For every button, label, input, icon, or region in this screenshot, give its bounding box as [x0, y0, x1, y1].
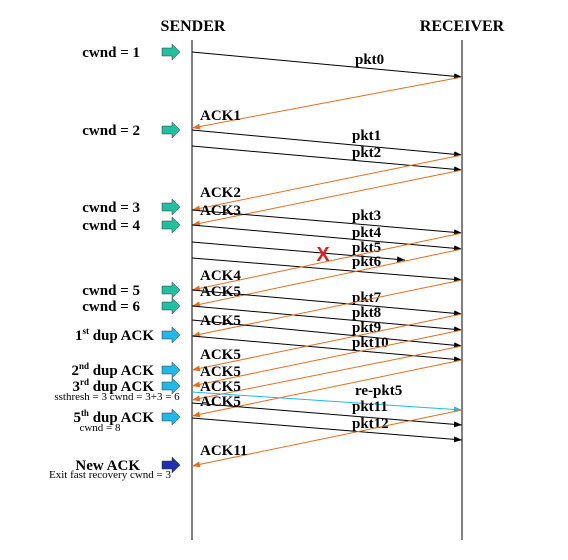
message-label: pkt2 [352, 145, 381, 161]
note: ssthresh = 3 cwnd = 3+3 = 6 [54, 391, 180, 403]
message-arrow [191, 248, 463, 308]
message-arrow [191, 257, 463, 283]
event-arrow-icon [161, 121, 181, 139]
message-arrow [191, 417, 463, 443]
message-label: pkt4 [352, 225, 382, 241]
sender-event-label: cwnd = 6 [82, 299, 140, 315]
message-label: ACK5 [200, 394, 241, 410]
message-label: ACK11 [200, 443, 248, 459]
message-arrow [191, 241, 406, 263]
ordinal: 1 [75, 328, 83, 344]
sender-event-label: 3rd dup ACK [72, 377, 154, 395]
ordinal: 5 [73, 410, 81, 426]
message-arrow [191, 409, 463, 468]
message-arrow [191, 345, 463, 402]
sender-event-label: cwnd = 4 [82, 218, 140, 234]
message-arrow [191, 232, 463, 292]
message-arrow [191, 335, 463, 363]
message-label: ACK5 [200, 284, 241, 300]
message-label: pkt8 [352, 305, 381, 321]
message-arrow [191, 289, 463, 317]
message-label: ACK2 [200, 185, 241, 201]
event-arrow-icon [161, 408, 181, 426]
message-label: ACK5 [200, 313, 241, 329]
receiver-header: RECEIVER [420, 18, 505, 35]
message-label: ACK3 [200, 203, 241, 219]
message-arrow [191, 305, 463, 333]
message-arrow [191, 224, 463, 252]
message-label: pkt1 [352, 128, 381, 144]
event-text: dup ACK [89, 363, 154, 379]
message-arrow [191, 209, 463, 236]
message-arrow [191, 313, 463, 372]
event-arrow-icon [161, 361, 181, 379]
note: Exit fast recovery cwnd = 3 [49, 469, 171, 481]
sender-header: SENDER [161, 18, 226, 35]
message-arrow [191, 51, 463, 80]
message-arrow [191, 129, 463, 158]
message-label: pkt3 [352, 208, 381, 224]
message-arrow [191, 329, 463, 388]
ordinal: 3 [72, 379, 80, 395]
message-label: ACK5 [200, 347, 241, 363]
event-arrow-icon [161, 43, 181, 61]
message-arrow [191, 154, 463, 212]
note: cwnd = 8 [79, 422, 121, 434]
event-text: dup ACK [89, 379, 154, 395]
message-label: pkt12 [352, 416, 389, 432]
sender-event-label: cwnd = 2 [82, 123, 140, 139]
message-arrow [191, 391, 463, 413]
event-arrow-icon [161, 216, 181, 234]
message-arrow [191, 145, 463, 173]
sender-event-label: 1st dup ACK [75, 326, 154, 344]
sender-event-label: 2nd dup ACK [71, 361, 154, 379]
message-arrow [191, 76, 463, 130]
event-arrow-icon [161, 297, 181, 315]
ordinal-suffix: th [81, 408, 89, 418]
sender-event-label: New ACK [75, 458, 140, 474]
event-arrow-icon [161, 326, 181, 344]
event-arrow-icon [161, 281, 181, 299]
ordinal-suffix: rd [80, 377, 89, 387]
sender-event-label: 5th dup ACK [73, 408, 154, 426]
message-arrow [191, 169, 463, 227]
event-arrow-icon [161, 456, 181, 474]
message-label: ACK1 [200, 108, 241, 124]
message-label: pkt11 [352, 399, 388, 415]
ordinal-suffix: nd [79, 361, 89, 371]
message-label: ACK4 [200, 268, 241, 284]
event-text: dup ACK [89, 328, 154, 344]
ordinal: 2 [71, 363, 79, 379]
sender-event-label: cwnd = 5 [82, 283, 140, 299]
event-text: dup ACK [89, 410, 154, 426]
message-label: pkt6 [352, 254, 382, 270]
ordinal-suffix: st [82, 326, 89, 336]
sender-event-label: cwnd = 3 [82, 200, 140, 216]
message-label: ACK5 [200, 379, 241, 395]
message-label: re-pkt5 [355, 383, 402, 399]
message-arrow [191, 279, 463, 338]
event-arrow-icon [161, 377, 181, 395]
message-label: pkt0 [355, 52, 384, 68]
event-arrow-icon [161, 198, 181, 216]
message-arrow [191, 402, 463, 428]
message-arrow [191, 319, 463, 349]
message-label: pkt7 [352, 290, 382, 306]
lost-marker: X [316, 244, 330, 266]
message-label: ACK5 [200, 364, 241, 380]
sender-event-label: cwnd = 1 [82, 45, 140, 61]
